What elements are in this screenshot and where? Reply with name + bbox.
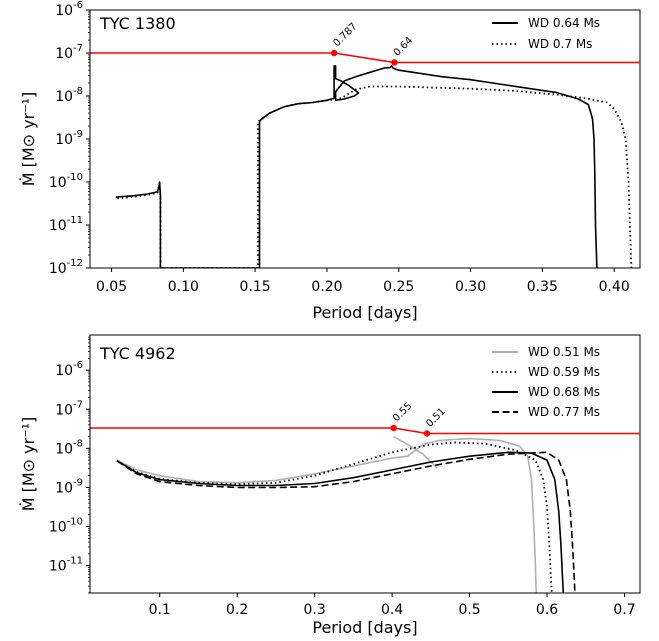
panel-title: TYC 4962 — [99, 344, 176, 363]
transition-point-label-1: 0.787 — [331, 21, 359, 49]
y-tick-base: 10 — [55, 363, 73, 379]
y-tick-label: 10-7 — [55, 43, 83, 62]
panel-title: TYC 1380 — [99, 14, 176, 33]
y-tick-exponent: -9 — [73, 129, 83, 140]
y-tick-exponent: -11 — [67, 215, 83, 226]
transition-point-label-2: 0.64 — [392, 35, 416, 59]
transition-point-1 — [390, 424, 397, 432]
y-tick-base: 10 — [55, 402, 73, 418]
y-tick-label: 10-11 — [49, 556, 83, 575]
y-tick-base: 10 — [55, 3, 73, 19]
legend-label-1: WD 0.51 Ms — [528, 345, 600, 359]
series-line-3 — [116, 441, 553, 593]
y-tick-label: 10-7 — [55, 399, 83, 418]
x-tick-label: 0.7 — [613, 602, 635, 618]
x-tick-label: 0.6 — [536, 602, 558, 618]
y-tick-base: 10 — [49, 175, 67, 191]
transition-point-2 — [423, 430, 431, 437]
y-tick-label: 10-12 — [49, 258, 83, 277]
legend-label-3: WD 0.68 Ms — [528, 385, 600, 399]
x-tick-label: 0.1 — [149, 602, 171, 618]
y-tick-exponent: -7 — [73, 43, 83, 54]
transition-point-label-2: 0.51 — [424, 406, 448, 430]
y-tick-label: 10-9 — [55, 129, 83, 148]
y-tick-exponent: -10 — [67, 172, 83, 183]
x-axis-label: Period [days] — [312, 303, 417, 322]
transition-point-2 — [391, 59, 398, 66]
y-tick-base: 10 — [49, 559, 67, 575]
legend-label-4: WD 0.77 Ms — [528, 405, 600, 419]
series-line-1 — [115, 65, 599, 268]
x-tick-label: 0.15 — [240, 279, 271, 295]
series-group — [90, 427, 640, 593]
series-group — [90, 52, 640, 268]
y-tick-label: 10-10 — [49, 517, 83, 536]
x-tick-label: 0.30 — [455, 279, 486, 295]
series-line-5 — [116, 451, 576, 593]
x-tick-label: 0.10 — [168, 279, 199, 295]
x-tick-label: 0.20 — [311, 279, 342, 295]
y-tick-base: 10 — [55, 480, 73, 496]
y-tick-base: 10 — [55, 89, 73, 105]
x-tick-label: 0.4 — [381, 602, 403, 618]
y-tick-base: 10 — [55, 441, 73, 457]
x-tick-label: 0.05 — [96, 279, 127, 295]
y-tick-label: 10-8 — [55, 438, 83, 457]
series-line-6 — [90, 427, 640, 435]
legend-label-2: WD 0.7 Ms — [528, 37, 592, 51]
y-tick-label: 10-6 — [55, 0, 83, 19]
y-tick-label: 10-10 — [49, 172, 83, 191]
y-tick-exponent: -9 — [73, 477, 83, 488]
x-tick-label: 0.40 — [599, 279, 630, 295]
x-tick-label: 0.3 — [304, 602, 326, 618]
x-axis-label: Period [days] — [312, 618, 417, 637]
y-axis-label: Ṁ [M⊙ yr⁻¹] — [19, 417, 38, 512]
y-tick-exponent: -6 — [73, 0, 83, 11]
y-tick-exponent: -8 — [73, 86, 83, 97]
y-tick-label: 10-9 — [55, 477, 83, 496]
x-tick-label: 0.35 — [527, 279, 558, 295]
x-tick-label: 0.5 — [458, 602, 480, 618]
y-tick-base: 10 — [55, 132, 73, 148]
y-tick-exponent: -6 — [73, 360, 83, 371]
y-tick-label: 10-8 — [55, 86, 83, 105]
y-tick-label: 10-6 — [55, 360, 83, 379]
series-line-2 — [393, 435, 438, 469]
y-tick-base: 10 — [55, 46, 73, 62]
transition-point-label-1: 0.55 — [391, 401, 415, 425]
y-tick-base: 10 — [49, 520, 67, 536]
y-tick-label: 10-11 — [49, 215, 83, 234]
y-axis-label: Ṁ [M⊙ yr⁻¹] — [19, 92, 38, 187]
y-tick-base: 10 — [49, 218, 67, 234]
y-tick-exponent: -7 — [73, 399, 83, 410]
x-tick-label: 0.25 — [383, 279, 414, 295]
legend-label-1: WD 0.64 Ms — [528, 16, 600, 30]
y-tick-base: 10 — [49, 261, 67, 277]
legend-label-2: WD 0.59 Ms — [528, 365, 600, 379]
series-line-4 — [116, 451, 565, 593]
panel-1: 0.787 0.64 0.05 0.10 0.15 0.20 0.25 0.30 0.35 0.4… — [19, 0, 641, 322]
series-line-1 — [116, 437, 537, 593]
series-line-2 — [117, 85, 633, 268]
x-tick-label: 0.2 — [226, 602, 248, 618]
y-tick-exponent: -10 — [67, 517, 83, 528]
transition-point-1 — [330, 49, 338, 57]
panel-2: 0.55 0.510.1 0.2 0.3 0.4 0.5 0.6 0.710-1110-101… — [19, 334, 641, 637]
y-tick-exponent: -11 — [67, 556, 83, 567]
y-tick-exponent: -12 — [67, 258, 83, 269]
y-tick-exponent: -8 — [73, 438, 83, 449]
series-line-3 — [90, 52, 640, 64]
